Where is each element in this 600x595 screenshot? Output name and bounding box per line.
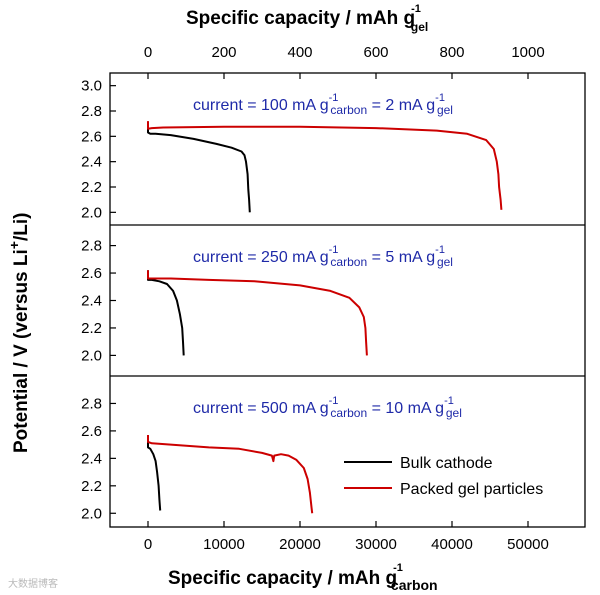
bottom-axis-tick-label: 30000	[355, 536, 397, 553]
top-axis-tick-label: 600	[363, 44, 388, 61]
bottom-axis-tick-label: 20000	[279, 536, 321, 553]
y-axis-title: Potential / V (versus Li+/Li)	[6, 213, 32, 453]
top-axis-tick-label: 200	[211, 44, 236, 61]
current-annotation: current = 100 mA g-1 carbon = 2 mA g-1 gel	[193, 92, 453, 117]
y-axis-tick-label: 2.6	[81, 423, 102, 440]
bottom-axis-tick-label: 10000	[203, 536, 245, 553]
y-axis-tick-label: 2.4	[81, 293, 102, 310]
y-axis-tick-label: 2.0	[81, 505, 102, 522]
top-axis-tick-label: 1000	[511, 44, 544, 61]
y-axis-tick-label: 2.8	[81, 395, 102, 412]
y-axis-tick-label: 2.0	[81, 347, 102, 364]
top-axis-tick-label: 800	[439, 44, 464, 61]
y-axis-tick-label: 2.2	[81, 478, 102, 495]
watermark: 大数据博客	[8, 577, 58, 590]
bottom-axis-tick-label: 40000	[431, 536, 473, 553]
bottom-axis-tick-label: 0	[144, 536, 152, 553]
bottom-axis-title: Specific capacity / mAh g-1 carbon	[168, 562, 438, 593]
y-axis-tick-label: 2.2	[81, 179, 102, 196]
current-annotation: current = 500 mA g-1 carbon = 10 mA g-1 ge…	[193, 395, 462, 420]
series-line-bulk-cathode	[147, 123, 251, 213]
y-axis-tick-label: 2.8	[81, 238, 102, 255]
y-axis-tick-label: 2.6	[81, 265, 102, 282]
bottom-axis-tick-label: 50000	[507, 536, 549, 553]
current-annotation: current = 250 mA g-1 carbon = 5 mA g-1 gel	[193, 244, 453, 269]
top-axis-title: Specific capacity / mAh g-1 gel	[186, 3, 428, 34]
series-line-packed-gel-particles	[147, 435, 314, 514]
y-axis-tick-label: 2.0	[81, 204, 102, 221]
plot-frame	[109, 72, 586, 528]
series-line-bulk-cathode	[147, 440, 162, 511]
series-line-bulk-cathode	[147, 270, 185, 356]
y-axis-tick-label: 2.8	[81, 103, 102, 120]
series-line-packed-gel-particles	[147, 121, 503, 210]
y-axis-tick-label: 2.6	[81, 128, 102, 145]
y-axis-tick-label: 2.4	[81, 154, 102, 171]
legend-label-packed-gel-particles: Packed gel particles	[400, 481, 543, 498]
top-axis-tick-label: 400	[287, 44, 312, 61]
top-axis-tick-label: 0	[144, 44, 152, 61]
legend-label-bulk-cathode: Bulk cathode	[400, 455, 493, 472]
y-axis-tick-label: 2.2	[81, 320, 102, 337]
plot-layer: 0 10000 20000 30000 40000 50000 0 200 400 600 800 1…	[81, 44, 586, 553]
series-line-packed-gel-particles	[147, 270, 368, 356]
y-axis-tick-label: 3.0	[81, 78, 102, 95]
y-axis-tick-label: 2.4	[81, 450, 102, 467]
